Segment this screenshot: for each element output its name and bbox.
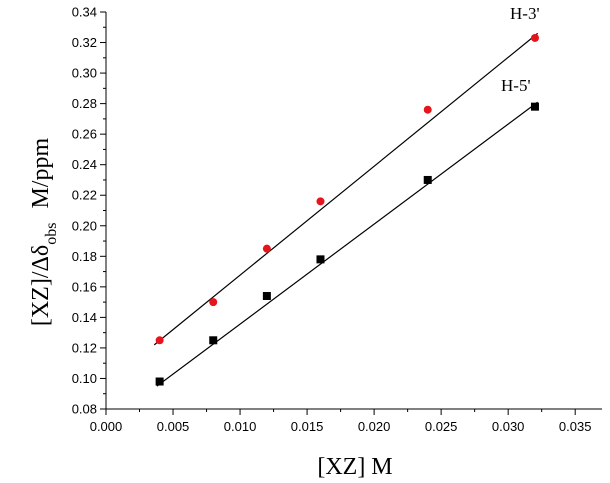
series-label-h3: H-3' xyxy=(510,4,540,23)
y-tick-label: 0.24 xyxy=(72,157,97,172)
data-point-h3 xyxy=(530,33,539,42)
fit-line-h3 xyxy=(153,32,539,346)
y-tick-label: 0.26 xyxy=(72,127,97,142)
x-tick-label: 0.005 xyxy=(157,419,190,434)
x-tick-label: 0.000 xyxy=(90,419,123,434)
x-tick-label: 0.030 xyxy=(492,419,525,434)
y-tick-label: 0.18 xyxy=(72,249,97,264)
data-point-h5 xyxy=(423,175,432,184)
y-axis-title-subscript: obs xyxy=(43,223,60,245)
x-tick-label: 0.010 xyxy=(224,419,257,434)
x-tick-label: 0.015 xyxy=(291,419,324,434)
axes: 0.000 0.005 0.010 0.015 0.020 0.025 0.030 0.035… xyxy=(72,5,602,434)
y-tick-label: 0.34 xyxy=(72,5,97,20)
data-point-h5 xyxy=(262,292,271,301)
x-tick-label: 0.020 xyxy=(358,419,391,434)
data-point-h5 xyxy=(316,255,325,264)
data-point-h3 xyxy=(155,336,164,345)
y-axis-title: [XZ]/Δδobs M/ppm xyxy=(28,138,60,327)
y-axis-title-suffix: M/ppm xyxy=(28,138,54,209)
y-tick-label: 0.30 xyxy=(72,66,97,81)
y-tick-label: 0.16 xyxy=(72,279,97,294)
data-point-h5 xyxy=(155,377,164,386)
data-point-h3 xyxy=(209,298,218,307)
series-label-h5: H-5' xyxy=(501,76,531,95)
data-point-h3 xyxy=(423,105,432,114)
data-point-h5 xyxy=(530,102,539,111)
y-tick-label: 0.12 xyxy=(72,340,97,355)
x-axis-title: [XZ] M xyxy=(317,454,392,480)
fit-line-h5 xyxy=(156,101,539,387)
data-point-h3 xyxy=(262,244,271,253)
y-tick-label: 0.10 xyxy=(72,371,97,386)
y-tick-label: 0.28 xyxy=(72,96,97,111)
y-tick-label: 0.14 xyxy=(72,310,97,325)
y-axis-title-base: [XZ]/Δδ xyxy=(28,245,54,326)
plot-area xyxy=(153,32,539,387)
data-point-h3 xyxy=(316,197,325,206)
data-point-h5 xyxy=(209,336,218,345)
y-tick-label: 0.32 xyxy=(72,35,97,50)
y-tick-label: 0.08 xyxy=(72,402,97,417)
x-tick-label: 0.035 xyxy=(559,419,592,434)
y-tick-label: 0.22 xyxy=(72,188,97,203)
x-tick-label: 0.025 xyxy=(425,419,458,434)
y-tick-label: 0.20 xyxy=(72,218,97,233)
